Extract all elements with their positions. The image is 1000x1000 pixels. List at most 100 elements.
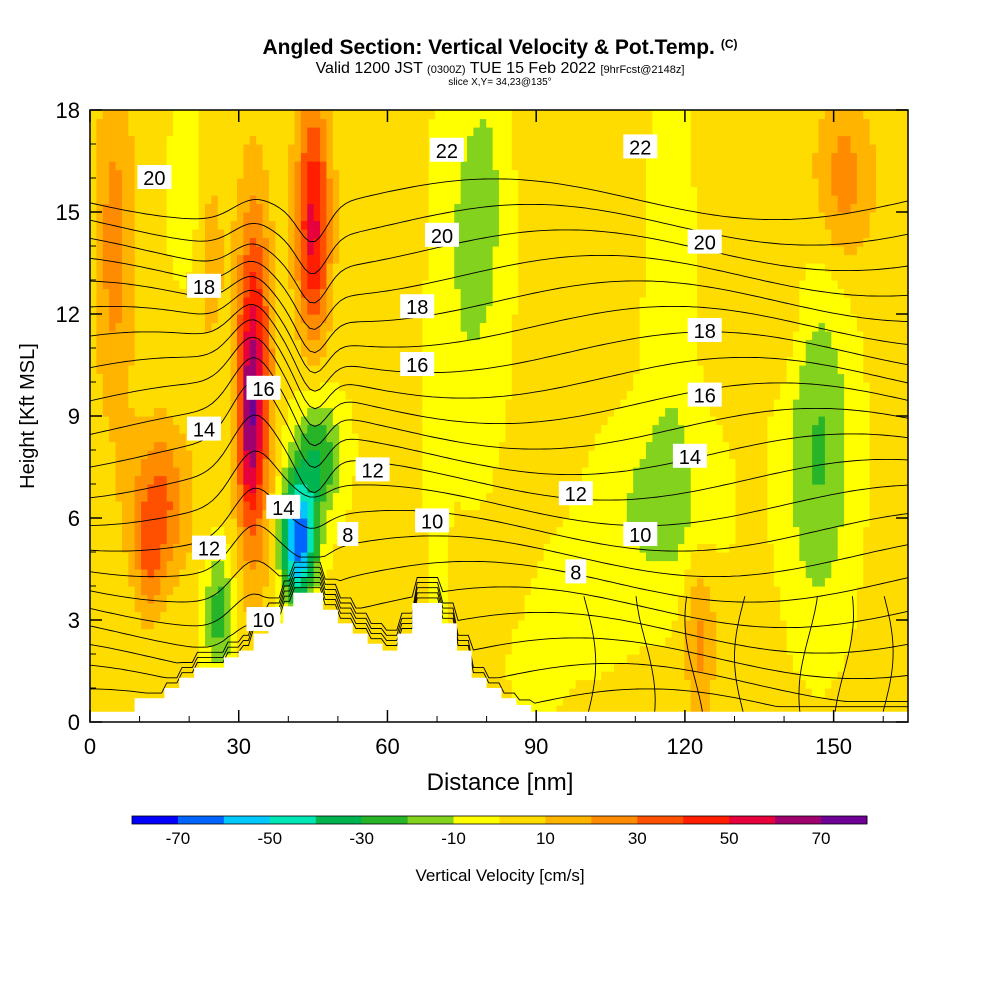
field-cell <box>96 254 104 264</box>
field-cell <box>281 424 289 434</box>
field-cell <box>90 365 97 375</box>
field-cell <box>518 492 526 502</box>
field-cell <box>288 229 296 239</box>
field-cell <box>403 144 411 154</box>
field-cell <box>358 441 366 451</box>
field-cell <box>518 314 526 324</box>
field-cell <box>441 492 449 502</box>
field-cell <box>243 501 251 511</box>
field-cell <box>371 135 379 145</box>
field-cell <box>141 271 149 281</box>
field-cell <box>499 382 506 392</box>
field-cell <box>288 263 296 273</box>
field-cell <box>153 671 161 681</box>
field-cell <box>383 305 391 315</box>
field-cell <box>236 339 244 349</box>
field-cell <box>313 280 321 290</box>
field-cell <box>205 229 213 239</box>
field-cell <box>454 433 462 443</box>
field-cell <box>499 688 506 698</box>
field-cell <box>518 161 526 171</box>
field-cell <box>467 424 475 434</box>
field-cell <box>339 373 347 383</box>
field-cell <box>179 569 187 579</box>
field-cell <box>281 288 289 298</box>
field-cell <box>352 246 360 256</box>
field-cell <box>192 246 200 256</box>
field-cell <box>339 501 347 511</box>
field-cell <box>460 535 468 545</box>
field-cell <box>460 645 468 655</box>
field-cell <box>383 611 391 621</box>
field-cell <box>390 628 398 638</box>
field-cell <box>192 654 200 664</box>
field-cell <box>288 450 296 460</box>
field-cell <box>505 195 513 205</box>
field-cell <box>268 433 276 443</box>
field-cell <box>479 526 487 536</box>
field-cell <box>332 203 340 213</box>
field-cell <box>371 620 379 630</box>
field-cell <box>109 569 117 579</box>
field-cell <box>128 611 136 621</box>
field-cell <box>339 212 347 222</box>
field-cell <box>460 152 468 162</box>
field-cell <box>185 195 193 205</box>
field-cell <box>326 594 334 604</box>
field-cell <box>141 339 149 349</box>
field-cell <box>288 424 296 434</box>
field-cell <box>185 203 193 213</box>
field-cell <box>307 305 315 315</box>
field-cell <box>383 594 391 604</box>
field-cell <box>428 203 436 213</box>
field-cell <box>134 365 142 375</box>
field-cell <box>345 118 353 128</box>
field-cell <box>96 373 104 383</box>
field-cell <box>288 484 296 494</box>
field-cell <box>268 518 276 528</box>
field-cell <box>96 696 104 706</box>
field-cell <box>492 220 500 230</box>
field-cell <box>390 501 398 511</box>
field-cell <box>307 297 315 307</box>
field-cell <box>486 416 494 426</box>
field-cell <box>403 246 411 256</box>
field-cell <box>121 203 129 213</box>
field-cell <box>217 424 225 434</box>
field-cell <box>339 144 347 154</box>
field-cell <box>236 509 244 519</box>
field-cell <box>160 237 168 247</box>
field-cell <box>121 637 129 647</box>
field-cell <box>173 424 181 434</box>
field-cell <box>454 450 462 460</box>
field-cell <box>134 671 142 681</box>
field-cell <box>300 305 308 315</box>
field-cell <box>153 135 161 145</box>
field-cell <box>377 237 385 247</box>
field-cell <box>90 620 97 630</box>
field-cell <box>403 569 411 579</box>
field-cell <box>205 450 213 460</box>
field-cell <box>102 509 110 519</box>
field-cell <box>415 110 423 120</box>
field-cell <box>460 390 468 400</box>
field-cell <box>364 399 372 409</box>
field-cell <box>230 611 238 621</box>
field-cell <box>173 535 181 545</box>
field-cell <box>307 322 315 332</box>
field-cell <box>396 603 404 613</box>
field-cell <box>198 450 206 460</box>
field-cell <box>524 433 532 443</box>
field-cell <box>243 509 251 519</box>
field-cell <box>524 110 532 120</box>
field-cell <box>134 118 142 128</box>
field-cell <box>275 144 283 154</box>
field-cell <box>390 212 398 222</box>
field-cell <box>96 118 104 128</box>
field-cell <box>262 501 270 511</box>
field-cell <box>300 331 308 341</box>
field-cell <box>134 535 142 545</box>
field-cell <box>518 586 526 596</box>
field-cell <box>511 509 519 519</box>
field-cell <box>479 450 487 460</box>
